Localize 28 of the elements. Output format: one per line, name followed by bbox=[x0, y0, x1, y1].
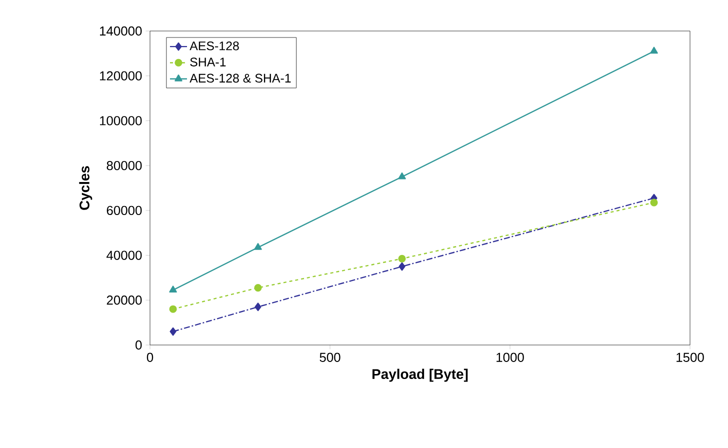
point bbox=[398, 254, 406, 262]
y-tick-label: 0 bbox=[136, 340, 142, 350]
point bbox=[169, 286, 177, 293]
y-tick-label: 40000 bbox=[106, 250, 142, 260]
point bbox=[170, 327, 176, 336]
y-axis-title: Cycles bbox=[79, 166, 92, 210]
point bbox=[398, 172, 406, 180]
x-tick-label: 0 bbox=[146, 352, 154, 362]
y-tick-label: 140000 bbox=[100, 26, 142, 36]
y-tick-label: 60000 bbox=[106, 206, 142, 216]
legend-label: AES-128 & SHA-1 bbox=[190, 74, 291, 83]
point bbox=[650, 46, 658, 54]
y-tick-label: 80000 bbox=[106, 160, 142, 170]
point bbox=[254, 284, 262, 292]
y-tick-label: 120000 bbox=[100, 71, 142, 80]
x-tick-label: 1000 bbox=[496, 352, 524, 362]
point bbox=[169, 305, 177, 313]
point bbox=[254, 243, 262, 250]
point bbox=[254, 302, 262, 312]
point bbox=[398, 262, 406, 271]
legend-label: SHA-1 bbox=[190, 58, 226, 66]
point bbox=[650, 198, 658, 206]
x-tick-label: 500 bbox=[320, 352, 340, 362]
x-axis-title: Payload [Byte] bbox=[372, 368, 468, 382]
x-tick-label: 1500 bbox=[676, 352, 704, 362]
y-tick-label: 20000 bbox=[106, 296, 142, 305]
y-tick-label: 100000 bbox=[100, 116, 142, 126]
legend-label: AES-128 bbox=[190, 41, 239, 50]
